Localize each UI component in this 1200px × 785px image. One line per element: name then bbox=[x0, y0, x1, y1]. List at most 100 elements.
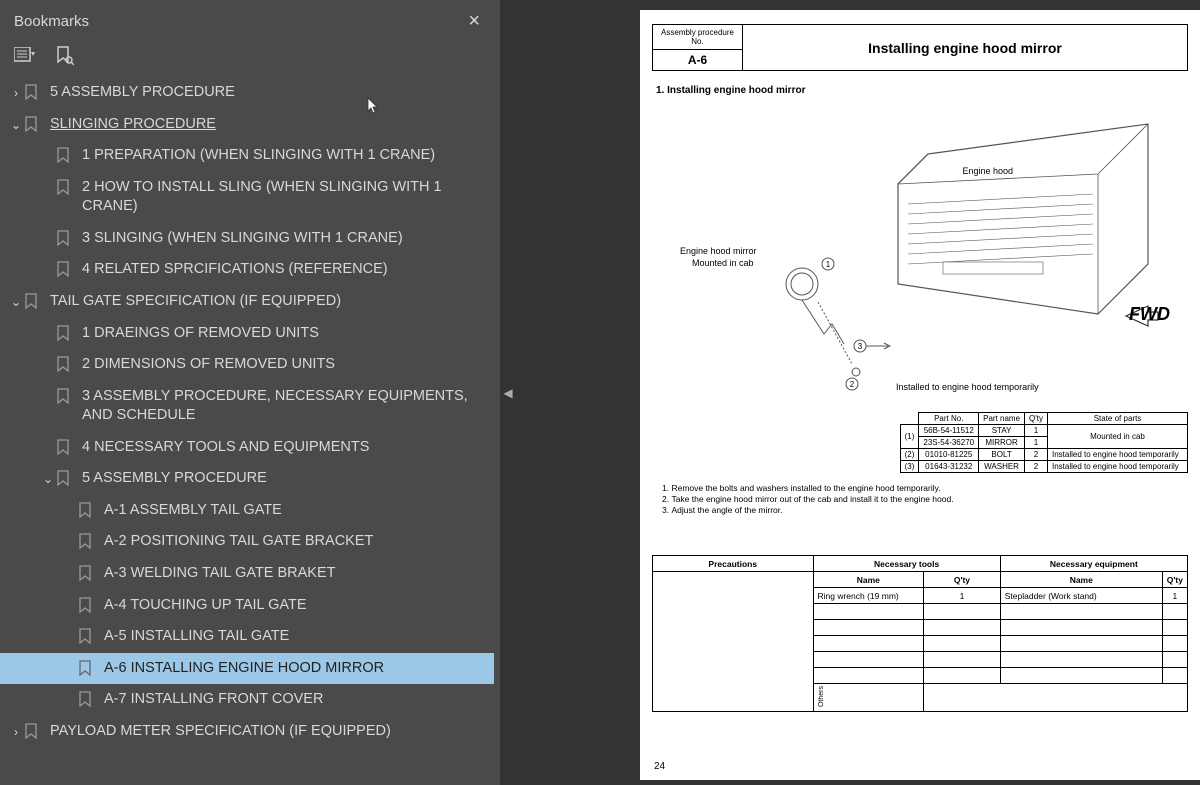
bookmark-icon bbox=[78, 502, 96, 520]
bookmark-item[interactable]: A-6 INSTALLING ENGINE HOOD MIRROR bbox=[0, 653, 494, 685]
bookmark-label: A-3 WELDING TAIL GATE BRAKET bbox=[104, 564, 490, 584]
pdf-page: Assembly procedure No. Installing engine… bbox=[640, 10, 1200, 780]
assembly-diagram: Engine hood FWD 1 3 2 Engine hood mirror… bbox=[652, 104, 1188, 404]
bookmark-label: TAIL GATE SPECIFICATION (IF EQUIPPED) bbox=[50, 292, 490, 312]
bookmark-label: 3 SLINGING (WHEN SLINGING WITH 1 CRANE) bbox=[82, 229, 490, 249]
bookmarks-toolbar bbox=[0, 39, 500, 77]
bookmark-item[interactable]: 4 NECESSARY TOOLS AND EQUIPMENTS bbox=[0, 432, 494, 464]
bookmark-item[interactable]: A-3 WELDING TAIL GATE BRAKET bbox=[0, 558, 494, 590]
bookmark-icon bbox=[24, 723, 42, 741]
bookmark-icon bbox=[56, 325, 74, 343]
chevron-spacer bbox=[62, 501, 78, 503]
bookmark-label: A-5 INSTALLING TAIL GATE bbox=[104, 627, 490, 647]
document-viewport[interactable]: Assembly procedure No. Installing engine… bbox=[640, 0, 1200, 785]
bookmark-icon bbox=[78, 628, 96, 646]
chevron-down-icon[interactable]: ⌄ bbox=[8, 115, 24, 133]
chevron-spacer bbox=[40, 438, 56, 440]
bookmark-label: A-7 INSTALLING FRONT COVER bbox=[104, 690, 490, 710]
chevron-spacer bbox=[40, 178, 56, 180]
bookmark-tree[interactable]: › 5 ASSEMBLY PROCEDURE ⌄ SLINGING PROCEDURE… bbox=[0, 77, 500, 785]
bookmark-icon bbox=[78, 691, 96, 709]
bookmark-item[interactable]: 2 HOW TO INSTALL SLING (WHEN SLINGING WI… bbox=[0, 172, 494, 223]
bookmark-label: 2 HOW TO INSTALL SLING (WHEN SLINGING WI… bbox=[82, 178, 490, 217]
chevron-right-icon[interactable]: › bbox=[8, 83, 24, 101]
bookmark-label: 5 ASSEMBLY PROCEDURE bbox=[82, 469, 490, 489]
view-options-icon[interactable] bbox=[14, 45, 36, 67]
bookmark-item[interactable]: A-5 INSTALLING TAIL GATE bbox=[0, 621, 494, 653]
bookmark-item[interactable]: › PAYLOAD METER SPECIFICATION (IF EQUIPPE… bbox=[0, 716, 494, 748]
section-title: 1. Installing engine hood mirror bbox=[656, 85, 1188, 96]
chevron-spacer bbox=[40, 260, 56, 262]
hood-label: Engine hood bbox=[962, 166, 1013, 176]
requirements-table: Precautions Necessary tools Necessary eq… bbox=[652, 555, 1188, 712]
bookmark-label: 5 ASSEMBLY PROCEDURE bbox=[50, 83, 490, 103]
collapse-handle[interactable]: ◀ bbox=[500, 0, 516, 785]
page-title: Installing engine hood mirror bbox=[743, 25, 1188, 71]
bookmarks-header: Bookmarks × bbox=[0, 0, 500, 39]
bookmark-label: 1 DRAEINGS OF REMOVED UNITS bbox=[82, 324, 490, 344]
chevron-spacer bbox=[62, 596, 78, 598]
bookmark-icon bbox=[56, 230, 74, 248]
parts-table: Part No. Part name Q'ty State of parts (… bbox=[900, 412, 1188, 473]
bookmarks-title: Bookmarks bbox=[14, 13, 89, 30]
viewer-gutter bbox=[516, 0, 640, 785]
chevron-spacer bbox=[40, 387, 56, 389]
chevron-down-icon[interactable]: ⌄ bbox=[40, 469, 56, 487]
chevron-spacer bbox=[62, 659, 78, 661]
page-number: 24 bbox=[654, 761, 665, 772]
bookmark-item[interactable]: 2 DIMENSIONS OF REMOVED UNITS bbox=[0, 349, 494, 381]
bookmark-label: A-1 ASSEMBLY TAIL GATE bbox=[104, 501, 490, 521]
bookmark-icon bbox=[56, 470, 74, 488]
proc-code: A-6 bbox=[653, 50, 743, 71]
bookmark-icon bbox=[24, 116, 42, 134]
chevron-spacer bbox=[62, 627, 78, 629]
mirror-label-1: Engine hood mirror bbox=[680, 246, 757, 256]
bookmark-item[interactable]: A-2 POSITIONING TAIL GATE BRACKET bbox=[0, 526, 494, 558]
svg-text:1: 1 bbox=[826, 260, 831, 269]
chevron-right-icon[interactable]: › bbox=[8, 722, 24, 740]
page-header-table: Assembly procedure No. Installing engine… bbox=[652, 24, 1188, 71]
bookmark-item[interactable]: ⌄ TAIL GATE SPECIFICATION (IF EQUIPPED) bbox=[0, 286, 494, 318]
bookmark-label: 4 NECESSARY TOOLS AND EQUIPMENTS bbox=[82, 438, 490, 458]
bookmark-item[interactable]: › 5 ASSEMBLY PROCEDURE bbox=[0, 77, 494, 109]
chevron-spacer bbox=[40, 229, 56, 231]
fwd-label: FWD bbox=[1129, 304, 1170, 325]
bookmark-icon bbox=[56, 356, 74, 374]
bookmark-item[interactable]: 4 RELATED SPRCIFICATIONS (REFERENCE) bbox=[0, 254, 494, 286]
instruction-item: Remove the bolts and washers installed t… bbox=[662, 483, 1188, 493]
chevron-down-icon[interactable]: ⌄ bbox=[8, 292, 24, 310]
bookmark-icon bbox=[78, 533, 96, 551]
bookmark-item[interactable]: A-4 TOUCHING UP TAIL GATE bbox=[0, 590, 494, 622]
bookmark-item[interactable]: 1 PREPARATION (WHEN SLINGING WITH 1 CRAN… bbox=[0, 140, 494, 172]
find-bookmark-icon[interactable] bbox=[54, 45, 76, 67]
bookmark-icon bbox=[24, 84, 42, 102]
bookmark-label: SLINGING PROCEDURE bbox=[50, 115, 490, 135]
bookmark-item[interactable]: A-1 ASSEMBLY TAIL GATE bbox=[0, 495, 494, 527]
bookmark-label: 1 PREPARATION (WHEN SLINGING WITH 1 CRAN… bbox=[82, 146, 490, 166]
bookmark-item[interactable]: ⌄ SLINGING PROCEDURE bbox=[0, 109, 494, 141]
bookmark-item[interactable]: ⌄ 5 ASSEMBLY PROCEDURE bbox=[0, 463, 494, 495]
chevron-spacer bbox=[62, 690, 78, 692]
bookmark-label: 4 RELATED SPRCIFICATIONS (REFERENCE) bbox=[82, 260, 490, 280]
bookmark-item[interactable]: 3 SLINGING (WHEN SLINGING WITH 1 CRANE) bbox=[0, 223, 494, 255]
bookmark-icon bbox=[56, 147, 74, 165]
bookmark-label: A-4 TOUCHING UP TAIL GATE bbox=[104, 596, 490, 616]
close-icon[interactable]: × bbox=[462, 8, 486, 35]
bookmark-item[interactable]: 1 DRAEINGS OF REMOVED UNITS bbox=[0, 318, 494, 350]
bookmarks-panel: Bookmarks × › 5 ASSEMBLY PROCEDURE ⌄ SLINGI… bbox=[0, 0, 500, 785]
chevron-spacer bbox=[62, 532, 78, 534]
bookmark-label: A-2 POSITIONING TAIL GATE BRACKET bbox=[104, 532, 490, 552]
bookmark-label: PAYLOAD METER SPECIFICATION (IF EQUIPPED… bbox=[50, 722, 490, 742]
bookmark-label: 3 ASSEMBLY PROCEDURE, NECESSARY EQUIPMEN… bbox=[82, 387, 490, 426]
mirror-drawing: 1 3 2 bbox=[652, 244, 912, 404]
svg-text:3: 3 bbox=[858, 342, 863, 351]
bookmark-icon bbox=[56, 439, 74, 457]
bookmark-item[interactable]: 3 ASSEMBLY PROCEDURE, NECESSARY EQUIPMEN… bbox=[0, 381, 494, 432]
chevron-spacer bbox=[40, 355, 56, 357]
proc-label: Assembly procedure No. bbox=[653, 25, 743, 50]
mirror-label-2: Mounted in cab bbox=[692, 258, 754, 268]
bookmark-icon bbox=[78, 660, 96, 678]
chevron-spacer bbox=[40, 146, 56, 148]
bookmark-item[interactable]: A-7 INSTALLING FRONT COVER bbox=[0, 684, 494, 716]
bookmark-label: A-6 INSTALLING ENGINE HOOD MIRROR bbox=[104, 659, 490, 679]
